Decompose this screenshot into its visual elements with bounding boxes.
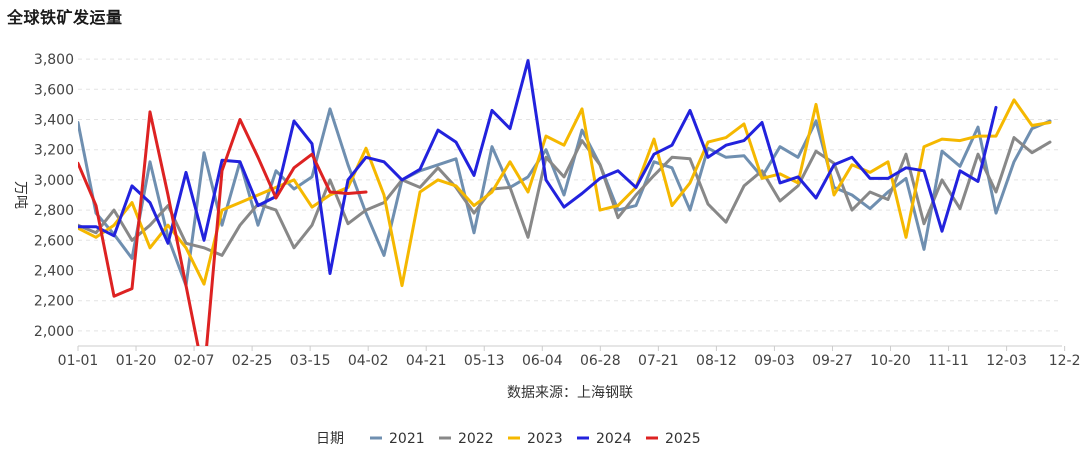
x-tick-label: 10-20 (870, 353, 911, 369)
legend-label-2024: 2024 (596, 431, 632, 447)
legend-label-2022: 2022 (458, 431, 494, 447)
x-tick-label: 09-03 (754, 353, 795, 369)
series-line-2023 (78, 98, 1052, 288)
series-line-2021 (78, 107, 1052, 288)
y-tick-label: 3,200 (34, 143, 74, 159)
x-tick-label: 08-12 (696, 353, 737, 369)
x-tick-label: 04-21 (406, 353, 447, 369)
x-tick-label: 01-01 (58, 353, 99, 369)
x-tick-label: 09-27 (812, 353, 853, 369)
x-tick-label: 03-15 (290, 353, 331, 369)
y-tick-label: 2,400 (34, 264, 74, 280)
x-tick-label: 12-2 (1049, 353, 1080, 369)
series-line-2025 (78, 110, 368, 346)
chart-title: 全球铁矿发运量 (7, 8, 123, 27)
y-axis-label: 万吨 (12, 181, 28, 209)
x-tick-label: 02-07 (174, 353, 215, 369)
x-tick-label: 02-25 (232, 353, 273, 369)
legend-label-2021: 2021 (389, 431, 425, 447)
legend-label-2025: 2025 (665, 431, 701, 447)
y-tick-label: 2,800 (34, 203, 74, 219)
x-tick-label: 05-13 (464, 353, 505, 369)
x-tick-label: 07-21 (638, 353, 679, 369)
y-tick-label: 3,000 (34, 173, 74, 189)
y-tick-label: 3,400 (34, 113, 74, 129)
legend-label-2023: 2023 (527, 431, 563, 447)
x-tick-label: 12-03 (986, 353, 1027, 369)
legend-title: 日期 (316, 431, 344, 447)
x-tick-label: 04-02 (348, 353, 389, 369)
x-tick-label: 06-04 (522, 353, 563, 369)
series-line-2022 (78, 136, 1052, 257)
y-tick-label: 2,200 (34, 294, 74, 310)
y-tick-label: 3,600 (34, 82, 74, 98)
y-tick-label: 2,000 (34, 324, 74, 340)
x-axis-label: 数据来源：上海钢联 (507, 385, 633, 401)
x-tick-label: 11-11 (928, 353, 969, 369)
x-tick-label: 01-20 (116, 353, 157, 369)
x-tick-label: 06-28 (580, 353, 621, 369)
plot-area (78, 59, 1052, 346)
y-tick-label: 3,800 (34, 52, 74, 68)
y-tick-label: 2,600 (34, 233, 74, 249)
series-line-2024 (78, 59, 998, 275)
